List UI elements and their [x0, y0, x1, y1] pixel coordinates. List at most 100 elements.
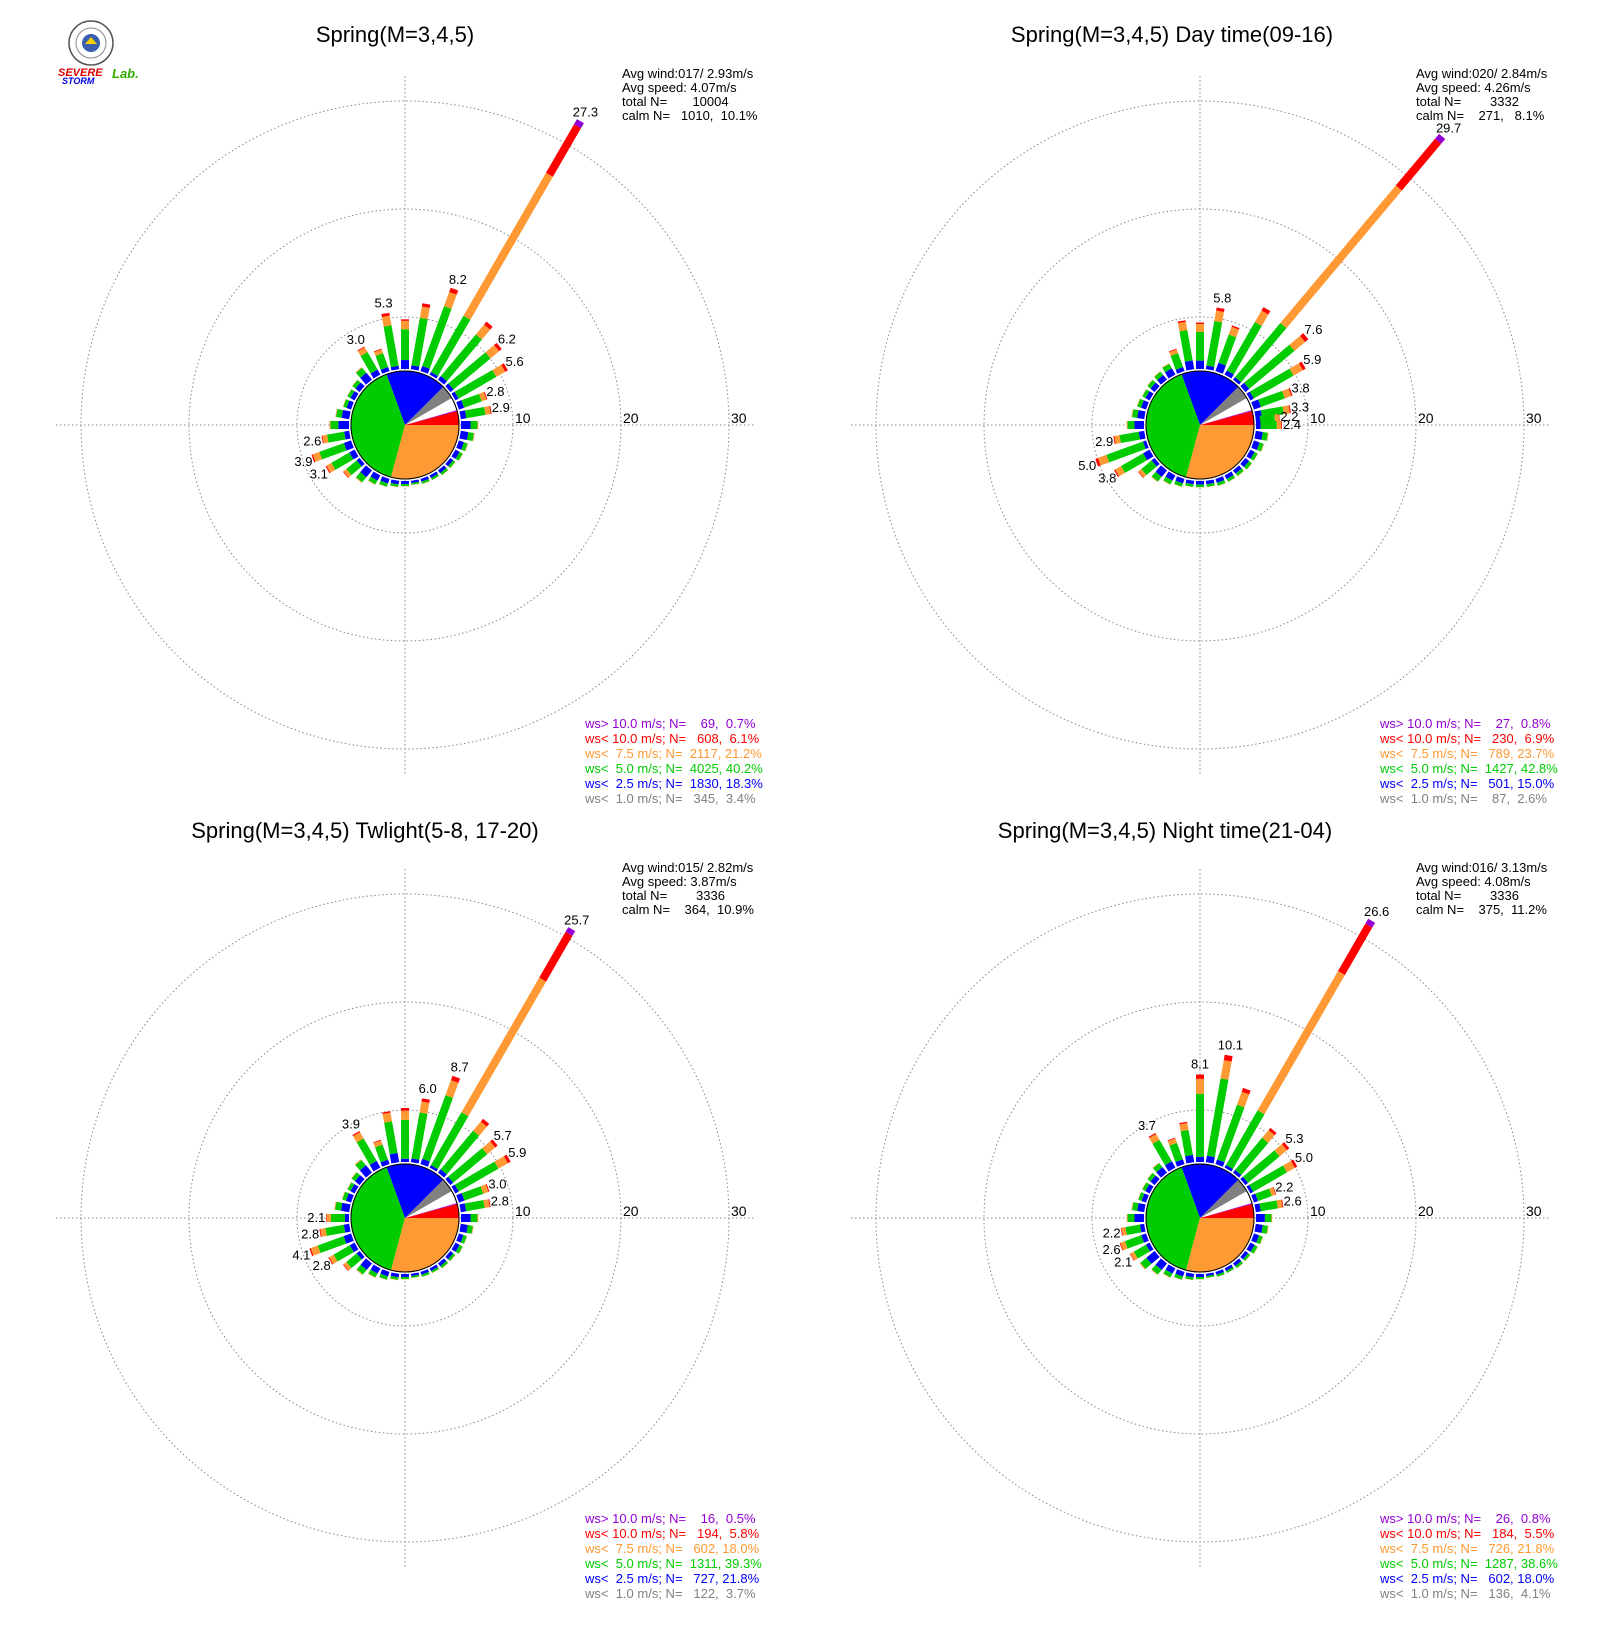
bar-segment-ws_lt_5: [1243, 460, 1252, 470]
bar-segment-ws_lt_5: [455, 451, 463, 461]
direction-bar-350: [382, 1111, 400, 1164]
bar-value-label: 2.2: [1103, 1226, 1121, 1241]
bar-segment-ws_lt_5: [431, 315, 471, 376]
bar-value-label: 5.3: [1285, 1131, 1303, 1146]
direction-bar-130: [445, 457, 456, 469]
bar-segment-ws_lt_5: [467, 432, 474, 441]
bar-value-label: 3.9: [294, 454, 312, 469]
bar-segment-ws_lt_5: [351, 1172, 361, 1182]
bar-segment-ws_lt_5: [1163, 476, 1173, 485]
direction-bar-300: [347, 389, 359, 401]
bar-segment-ws_lt_7_5: [483, 1199, 490, 1209]
bar-segment-ws_lt_5: [384, 1121, 398, 1155]
bar-segment-ws_lt_2_5: [389, 1152, 400, 1164]
bar-segment-ws_lt_7_5: [353, 1132, 364, 1143]
windrose-panel-2: 10 20 305.829.77.65.93.83.32.22.43.85.02.9…: [851, 22, 1558, 806]
direction-bar-160: [1215, 1269, 1225, 1278]
center-pie: [1145, 1163, 1255, 1273]
direction-bar-60: [1246, 1159, 1298, 1194]
bar-segment-ws_lt_2_5: [1246, 1184, 1254, 1194]
bar-value-label: 6.2: [498, 332, 516, 347]
bar-segment-ws_lt_2_5: [420, 1158, 430, 1167]
bar-segment-ws_lt_5: [448, 1148, 488, 1183]
bar-value-label: 3.0: [488, 1176, 506, 1191]
direction-bar-100: [1254, 1223, 1269, 1234]
direction-bar-200: [379, 1269, 390, 1281]
pie-wedge-ws_lt_7_5: [391, 425, 459, 479]
bar-segment-ws_lt_5: [327, 431, 346, 443]
pie-border: [350, 1163, 460, 1273]
bar-segment-ws_lt_2_5: [390, 1272, 400, 1278]
direction-bar-290: [342, 399, 354, 410]
direction-bar-70: [456, 391, 488, 410]
bar-value-label: 27.3: [573, 105, 598, 120]
bar-segment-ws_lt_5: [411, 317, 428, 367]
panels: 10 20 308.227.36.25.62.82.93.13.92.63.05.3…: [56, 22, 1558, 1601]
bar-segment-ws_lt_2_5: [1175, 476, 1185, 484]
bar-segment-ws_lt_10: [449, 287, 459, 295]
bar-segment-ws_lt_2_5: [370, 471, 381, 481]
bar-segment-ws_lt_5: [411, 1112, 428, 1160]
bar-segment-ws_lt_5: [1250, 451, 1258, 461]
pie-wedge-ws_gt_10: [405, 1203, 458, 1218]
direction-bar-310: [1147, 1172, 1160, 1186]
logo-text-lab: Lab.: [112, 66, 139, 81]
bar-segment-ws_lt_5: [1169, 1142, 1183, 1162]
pie-wedge-ws_lt_5: [1146, 374, 1200, 478]
direction-bar-200: [1174, 476, 1185, 488]
bar-segment-ws_lt_5: [1206, 1078, 1229, 1158]
ring-label: 10: [1310, 410, 1326, 426]
bar-segment-ws_lt_7_5: [1282, 405, 1290, 415]
direction-bar-230: [1139, 1250, 1160, 1270]
bar-segment-ws_lt_2_5: [1246, 1242, 1255, 1252]
bar-segment-ws_lt_2_5: [456, 1193, 465, 1203]
bar-segment-ws_lt_2_5: [437, 376, 447, 385]
windrose-panel-4: 10 20 308.110.126.65.35.02.22.62.12.62.23.…: [851, 818, 1558, 1601]
bar-segment-ws_lt_10: [1281, 1142, 1290, 1151]
bar-segment-ws_lt_10: [490, 1139, 498, 1148]
bar-segment-ws_lt_7_5: [1262, 1130, 1275, 1143]
bar-segment-ws_lt_7_5: [357, 347, 368, 357]
direction-bar-170: [1205, 1272, 1215, 1279]
legend-entry-ws_lt_1: ws< 1.0 m/s; N= 87, 2.6%: [1379, 791, 1547, 806]
legend-entry-ws_lt_7_5: ws< 7.5 m/s; N= 2117, 21.2%: [584, 746, 762, 761]
bar-segment-ws_lt_2_5: [1141, 1233, 1149, 1243]
bar-segment-ws_lt_5: [335, 1201, 343, 1211]
direction-bar-210: [1163, 471, 1176, 485]
legend-entry-ws_lt_10: ws< 10.0 m/s; N= 194, 5.8%: [584, 1526, 760, 1541]
bar-segment-ws_lt_2_5: [1251, 440, 1260, 450]
bar-segment-ws_lt_5: [460, 1235, 467, 1244]
bar-segment-ws_lt_2_5: [1240, 1250, 1249, 1260]
bar-segment-ws_lt_10: [1338, 923, 1373, 975]
bar-segment-ws_lt_2_5: [380, 1159, 390, 1167]
direction-bar-100: [459, 1223, 474, 1234]
legend-entry-ws_lt_5: ws< 5.0 m/s; N= 1311, 39.3%: [584, 1556, 762, 1571]
direction-bar-290: [1137, 1192, 1149, 1203]
pie-wedge-ws_lt_7_5: [1186, 425, 1254, 480]
bar-segment-ws_lt_7_5: [1276, 1199, 1283, 1209]
bar-segment-ws_lt_7_5: [463, 172, 553, 320]
bar-segment-ws_lt_5: [356, 367, 367, 378]
bar-segment-ws_lt_2_5: [459, 430, 469, 441]
bar-segment-ws_lt_5: [368, 1269, 378, 1278]
bar-segment-ws_lt_5: [1243, 1253, 1251, 1262]
stat-line: Avg wind:015/ 2.82m/s: [622, 860, 754, 875]
direction-bar-30: [429, 119, 584, 379]
bar-segment-ws_lt_7_5: [320, 1227, 327, 1237]
bar-value-label: 3.9: [342, 1116, 360, 1131]
bar-value-label: 4.1: [292, 1248, 310, 1263]
bar-segment-ws_lt_2_5: [1175, 1159, 1185, 1167]
direction-bar-200: [1174, 1269, 1185, 1281]
bar-segment-ws_lt_2_5: [1155, 465, 1168, 477]
direction-bar-190: [1185, 479, 1195, 488]
direction-bar-130: [1240, 1250, 1251, 1262]
stat-line: Avg wind:020/ 2.84m/s: [1416, 66, 1548, 81]
direction-bar-30: [429, 927, 576, 1172]
legend-entry-ws_lt_2_5: ws< 2.5 m/s; N= 1830, 18.3%: [584, 776, 763, 791]
bar-value-label: 3.1: [310, 467, 328, 482]
bar-segment-ws_lt_2_5: [340, 1202, 351, 1213]
direction-bar-210: [368, 1264, 381, 1278]
bar-segment-ws_lt_2_5: [343, 440, 354, 451]
bar-segment-ws_lt_7_5: [382, 1112, 393, 1123]
chart-title: Spring(M=3,4,5) Twlight(5-8, 17-20): [191, 818, 538, 843]
